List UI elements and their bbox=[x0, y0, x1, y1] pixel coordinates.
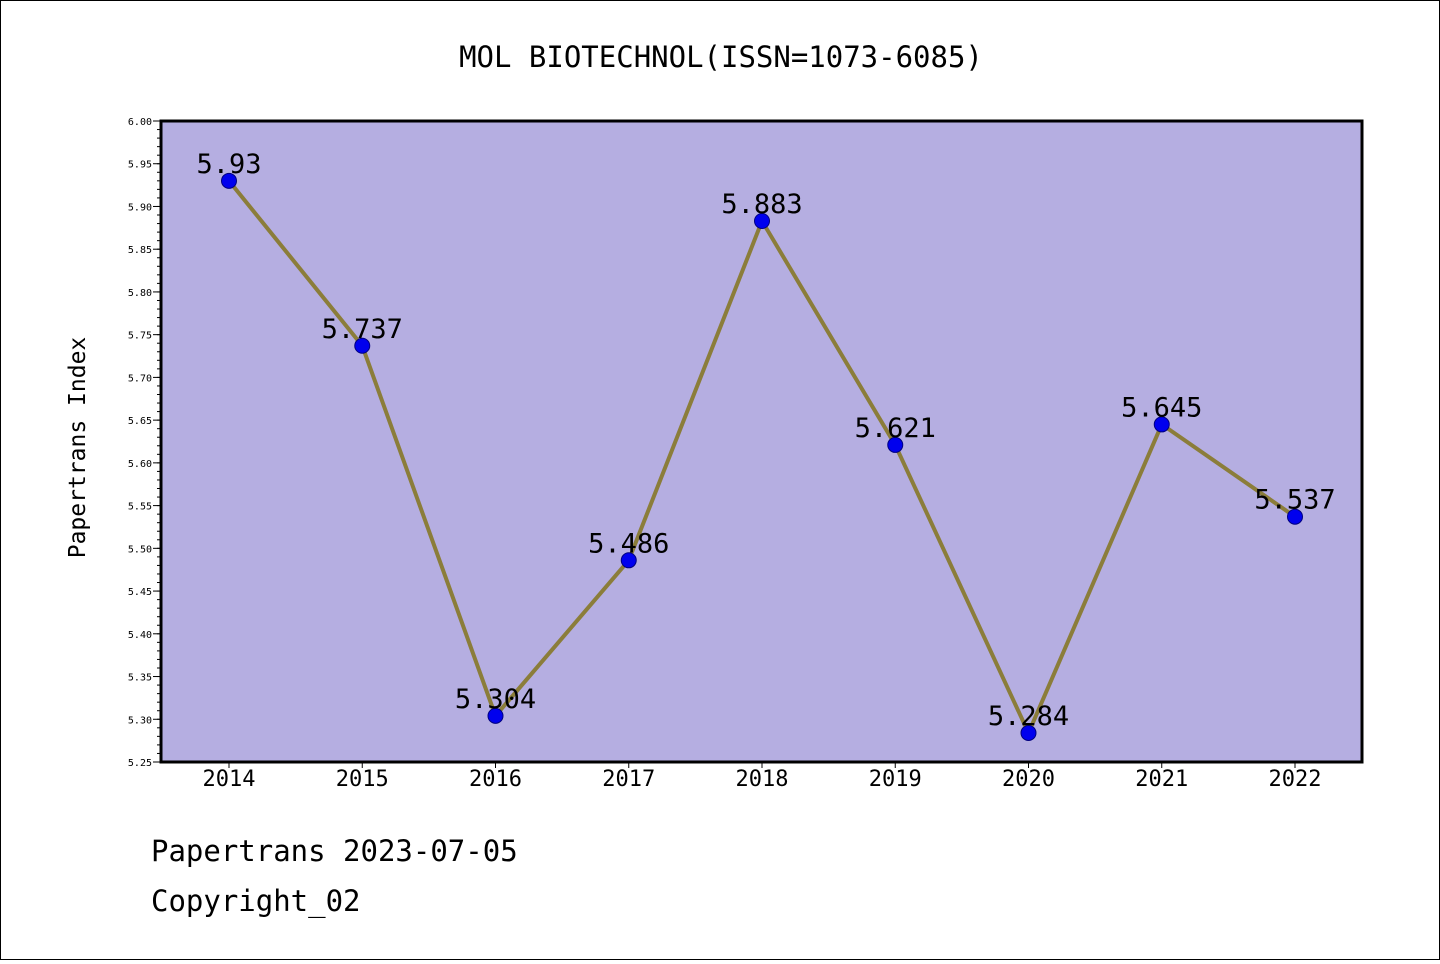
y-axis-ticks: 5.25 5.30 5.35 5.40 5.45 5.50 5.55 5.60 5.65 5.70… bbox=[128, 117, 161, 769]
data-label: 5.621 bbox=[855, 413, 936, 444]
x-tick-label: 2017 bbox=[602, 767, 655, 792]
data-point bbox=[754, 212, 770, 229]
x-axis-ticks: 2014 2015 2016 2017 2018 2019 2020 2021 2022 bbox=[203, 762, 1322, 792]
data-label: 5.93 bbox=[196, 149, 261, 180]
y-tick-label: 5.25 bbox=[128, 758, 152, 769]
x-tick-label: 2015 bbox=[336, 767, 389, 792]
y-tick-label: 5.30 bbox=[128, 715, 152, 726]
data-point bbox=[487, 707, 504, 724]
y-tick-label: 5.50 bbox=[128, 544, 152, 555]
data-point bbox=[620, 552, 637, 569]
y-tick-label: 5.85 bbox=[128, 245, 152, 256]
data-label: 5.284 bbox=[988, 701, 1069, 732]
data-label: 5.645 bbox=[1121, 392, 1202, 423]
y-tick-label: 5.80 bbox=[128, 288, 152, 299]
y-tick-label: 5.75 bbox=[128, 331, 152, 342]
data-point bbox=[1020, 724, 1037, 741]
y-axis-label: Papertrans Index bbox=[65, 337, 91, 559]
chart-title: MOL BIOTECHNOL(ISSN=1073-6085) bbox=[459, 40, 983, 74]
data-point bbox=[1287, 508, 1303, 525]
data-label: 5.486 bbox=[588, 528, 669, 559]
y-tick-label: 5.90 bbox=[128, 202, 152, 213]
y-tick-label: 5.95 bbox=[128, 160, 152, 171]
footer-date: Papertrans 2023-07-05 bbox=[151, 834, 518, 868]
y-tick-label: 5.55 bbox=[128, 502, 152, 513]
y-tick-label: 5.45 bbox=[128, 587, 152, 598]
y-tick-label: 5.65 bbox=[128, 416, 152, 427]
data-label: 5.883 bbox=[721, 189, 802, 220]
x-tick-label: 2018 bbox=[736, 767, 789, 792]
y-tick-label: 6.00 bbox=[128, 117, 152, 128]
x-tick-label: 2021 bbox=[1135, 767, 1188, 792]
data-point bbox=[1153, 416, 1170, 433]
x-tick-label: 2016 bbox=[469, 767, 522, 792]
data-point bbox=[354, 337, 371, 354]
x-tick-label: 2014 bbox=[203, 767, 256, 792]
data-labels: 5.93 5.737 5.304 5.486 5.883 5.621 5.284 5.645 5… bbox=[196, 149, 1335, 732]
footer-copyright: Copyright_02 bbox=[151, 884, 361, 918]
data-label: 5.737 bbox=[322, 314, 403, 345]
y-tick-label: 5.60 bbox=[128, 459, 152, 470]
plot-border bbox=[159, 119, 1364, 764]
y-tick-label: 5.35 bbox=[128, 673, 152, 684]
y-tick-label: 5.70 bbox=[128, 373, 152, 384]
data-point bbox=[887, 436, 904, 453]
x-tick-label: 2022 bbox=[1269, 767, 1322, 792]
series-markers bbox=[221, 172, 1303, 741]
data-label: 5.304 bbox=[455, 684, 536, 715]
x-tick-label: 2019 bbox=[869, 767, 922, 792]
data-label: 5.537 bbox=[1254, 485, 1335, 516]
y-tick-label: 5.40 bbox=[128, 630, 152, 641]
x-tick-label: 2020 bbox=[1002, 767, 1055, 792]
data-point bbox=[221, 172, 237, 189]
